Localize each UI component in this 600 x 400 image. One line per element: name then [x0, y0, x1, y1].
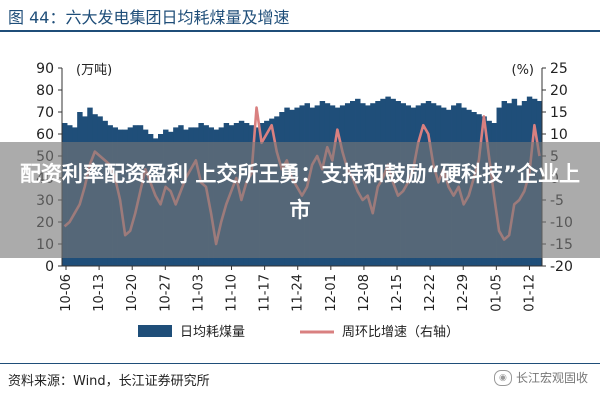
- right-tick-label: 10: [550, 127, 568, 143]
- figure-title: 图 44：六大发电集团日均耗煤量及增速: [8, 8, 290, 27]
- watermark-label: 长江宏观固收: [515, 371, 588, 385]
- legend-label-bar: 日均耗煤量: [180, 325, 245, 340]
- x-tick-label: 12-08: [357, 274, 372, 312]
- x-tick-label: 10-20: [125, 274, 140, 312]
- left-tick-label: 60: [36, 127, 54, 143]
- x-tick-label: 12-29: [456, 274, 471, 312]
- x-tick-label: 10-06: [59, 274, 74, 312]
- left-tick-label: 80: [36, 83, 54, 99]
- legend-swatch-bar: [138, 325, 172, 337]
- left-tick-label: 70: [36, 105, 54, 121]
- legend-label-line: 周环比增速（右轴）: [342, 325, 459, 340]
- figure-header: 图 44：六大发电集团日均耗煤量及增速: [0, 0, 600, 30]
- right-tick-label: -20: [550, 259, 573, 275]
- x-tick-label: 12-15: [390, 274, 405, 312]
- source-note: 资料来源：Wind，长江证券研究所: [8, 374, 210, 389]
- x-tick-label: 01-05: [489, 274, 504, 312]
- x-tick-label: 11-17: [258, 274, 273, 312]
- left-axis-label: (万吨): [76, 63, 112, 78]
- left-tick-label: 90: [36, 61, 54, 77]
- right-tick-label: 20: [550, 83, 568, 99]
- x-tick-label: 11-03: [191, 274, 206, 312]
- x-tick-label: 12-22: [423, 274, 438, 312]
- headline-overlay: 配资利率配资盈利 上交所王勇：支持和鼓励“硬科技”企业上市: [0, 142, 600, 258]
- title-rule: [0, 30, 600, 32]
- x-tick-label: 01-12: [522, 274, 537, 312]
- right-axis-label: (%): [512, 63, 535, 78]
- overlay-headline: 配资利率配资盈利 上交所王勇：支持和鼓励“硬科技”企业上市: [20, 162, 580, 222]
- x-tick-label: 12-01: [324, 274, 339, 312]
- right-tick-label: 25: [550, 61, 568, 77]
- x-tick-label: 10-27: [158, 274, 173, 312]
- wechat-icon: ◉: [493, 369, 512, 386]
- x-tick-label: 10-13: [92, 274, 107, 312]
- watermark: ◉ 长江宏观固收: [493, 369, 588, 386]
- right-tick-label: 15: [550, 105, 568, 121]
- footer-rule: [0, 363, 600, 364]
- x-tick-label: 11-10: [225, 274, 240, 312]
- left-tick-label: 0: [45, 259, 54, 275]
- x-tick-label: 11-24: [291, 274, 306, 312]
